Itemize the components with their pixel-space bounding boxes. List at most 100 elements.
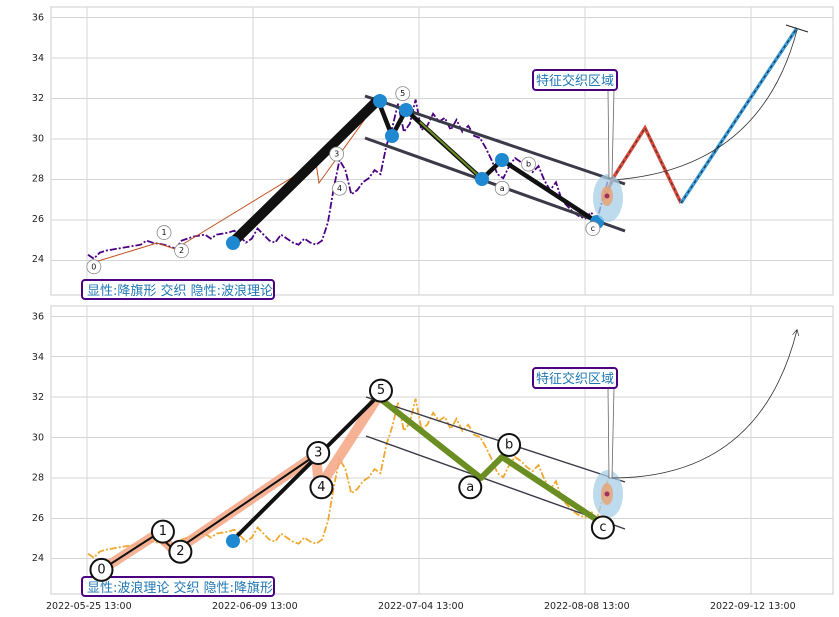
wave-label-text: 5 [400, 89, 405, 98]
wave-label-b: b [521, 156, 536, 172]
top-annotation: 特征交织区域 [532, 69, 618, 91]
wave-label-text: 3 [314, 446, 322, 461]
wave-label-text: 2 [176, 544, 184, 559]
pivot-dot [226, 534, 240, 548]
wave-label-text: b [505, 437, 513, 452]
y-tick-label: 28 [32, 473, 44, 484]
bottom-flag-upper-line [365, 396, 626, 483]
wave-label-text: 5 [377, 383, 385, 398]
wave-label-text: 1 [162, 228, 167, 237]
wave-label-circle [590, 515, 615, 540]
wave-label-circle [86, 259, 102, 275]
wave-label-2: 2 [168, 539, 193, 564]
wave-label-circle [150, 519, 175, 544]
wave-label-circle [89, 557, 114, 582]
top-annotation-box [532, 69, 618, 91]
wave-label-a: a [458, 475, 483, 500]
wave-label-5: 5 [368, 378, 393, 403]
bottom-annotation-box [532, 367, 618, 389]
x-tick-label: 2022-05-25 13:00 [46, 601, 132, 612]
pivot-dot [399, 103, 413, 117]
wave-label-4: 4 [332, 180, 347, 196]
x-tick-label: 2022-09-12 13:00 [710, 601, 796, 612]
y-tick-label: 26 [32, 513, 44, 524]
wave-label-0: 0 [86, 259, 102, 275]
y-tick-label: 36 [32, 13, 44, 24]
top-y-tick-labels: 24 26 28 30 32 34 36 [32, 13, 44, 266]
wave-label-2: 2 [174, 243, 190, 259]
x-tick-label: 2022-07-04 13:00 [378, 601, 464, 612]
top-wave-thin-line [94, 100, 379, 263]
wave-label-circle [168, 539, 193, 564]
top-projection-cap [785, 24, 809, 33]
top-highlight-dot [604, 193, 610, 199]
wave-label-circle [329, 146, 345, 162]
x-tick-label: 2022-06-09 13:00 [212, 601, 298, 612]
wave-label-1: 1 [156, 225, 172, 240]
wave-label-c: c [590, 515, 615, 540]
top-legend-text: 显性:降旗形 交织 隐性:波浪理论 [87, 283, 273, 299]
wave-label-circle [497, 432, 522, 457]
top-pivot-points [226, 94, 604, 250]
y-tick-label: 34 [32, 53, 44, 64]
top-annotation-text: 特征交织区域 [536, 73, 614, 89]
wave-label-text: 0 [91, 262, 96, 271]
bottom-y-tick-labels: 24 26 28 30 32 34 36 [32, 312, 44, 565]
wave-label-0: 0 [89, 557, 114, 582]
wave-label-text: 4 [317, 480, 325, 495]
wave-label-text: 4 [337, 184, 342, 193]
pivot-dot [475, 172, 489, 186]
y-tick-label: 32 [32, 93, 44, 104]
bottom-thick-leg [231, 394, 380, 542]
pivot-dot [373, 94, 387, 108]
y-tick-label: 24 [32, 553, 44, 564]
pivot-dot [495, 153, 509, 167]
y-tick-label: 30 [32, 133, 44, 144]
wave-label-circle [458, 475, 483, 500]
y-tick-label: 30 [32, 432, 44, 443]
bottom-wave-labels: 0 12 3 4 5 a b c [89, 378, 615, 582]
wave-label-a: a [494, 180, 510, 196]
bottom-annotation: 特征交织区域 [532, 367, 618, 389]
bottom-projection-arc [611, 330, 797, 479]
y-tick-label: 24 [32, 254, 44, 265]
wave-label-circle [521, 156, 536, 172]
wave-label-circle [368, 378, 393, 403]
pivot-dot [385, 129, 399, 143]
wave-label-text: 2 [179, 246, 184, 255]
bottom-highlight-dot [604, 491, 610, 497]
bottom-legend-text: 显性:波浪理论 交织 隐性:降旗形 [87, 580, 273, 596]
wave-label-text: 3 [334, 150, 339, 159]
wave-label-circle [156, 225, 172, 240]
wave-label-circle [309, 475, 334, 500]
top-wave-labels: 0 1 2 3 4 5 a b c [86, 86, 601, 275]
wave-label-text: a [500, 184, 505, 193]
top-flag-lower-line [364, 136, 626, 233]
wave-label-5: 5 [395, 86, 411, 102]
wave-label-b: b [497, 432, 522, 457]
y-tick-label: 28 [32, 174, 44, 185]
wave-label-4: 4 [309, 475, 334, 500]
pivot-dot [226, 236, 240, 250]
y-tick-label: 32 [32, 392, 44, 403]
wave-label-circle [395, 86, 411, 102]
top-projection-arc [611, 29, 798, 181]
wave-label-text: 1 [159, 524, 167, 539]
bottom-annotation-text: 特征交织区域 [536, 371, 614, 387]
y-tick-label: 26 [32, 214, 44, 225]
top-zigzag-green [419, 121, 483, 180]
wave-label-c: c [585, 221, 601, 236]
x-tick-label: 2022-08-08 13:00 [544, 601, 630, 612]
wave-label-3: 3 [329, 146, 345, 162]
bottom-price-series [87, 398, 610, 559]
top-legend-box [81, 279, 275, 300]
top-legend: 显性:降旗形 交织 隐性:波浪理论 [81, 279, 275, 300]
wave-label-text: c [591, 224, 595, 233]
bottom-legend: 显性:波浪理论 交织 隐性:降旗形 [81, 576, 275, 597]
top-grid [51, 7, 833, 295]
top-projection-blue-dash [680, 27, 798, 204]
bottom-correction-green [376, 394, 599, 523]
